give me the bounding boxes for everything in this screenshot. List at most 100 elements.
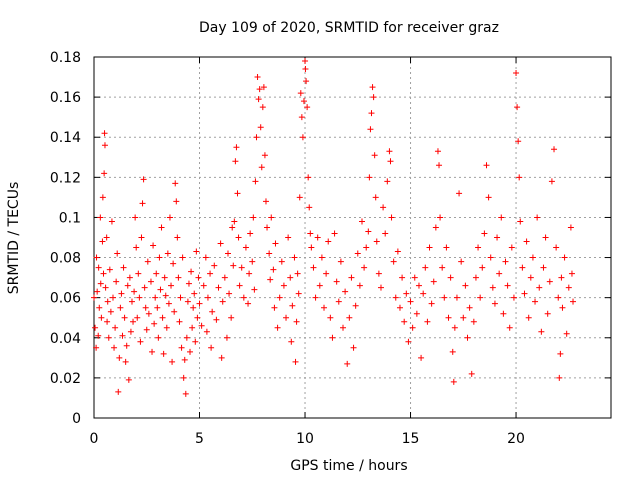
- data-point: [494, 234, 501, 241]
- data-point: [107, 308, 114, 315]
- data-point: [561, 254, 568, 261]
- data-point: [123, 342, 130, 349]
- data-point: [158, 224, 165, 231]
- data-point: [382, 230, 389, 237]
- data-point: [142, 304, 149, 311]
- data-point: [563, 330, 570, 337]
- chart-title: Day 109 of 2020, SRMTID for receiver gra…: [199, 20, 499, 36]
- data-point: [553, 244, 560, 251]
- data-point: [430, 278, 437, 285]
- data-point: [93, 254, 100, 261]
- data-point: [119, 332, 126, 339]
- data-point: [236, 282, 243, 289]
- data-point: [151, 320, 158, 327]
- data-point: [517, 218, 524, 225]
- data-point: [534, 214, 541, 221]
- data-point: [298, 114, 305, 121]
- data-point: [159, 314, 166, 321]
- data-point: [294, 270, 301, 277]
- data-point: [259, 104, 266, 111]
- data-point: [226, 290, 233, 297]
- data-point: [468, 370, 475, 377]
- data-point: [155, 334, 162, 341]
- data-point: [443, 244, 450, 251]
- data-point: [131, 288, 138, 295]
- data-point: [458, 258, 465, 265]
- data-point: [174, 234, 181, 241]
- data-point: [307, 230, 314, 237]
- data-point: [439, 264, 446, 271]
- data-point: [333, 278, 340, 285]
- data-point: [354, 250, 361, 257]
- data-point: [103, 234, 110, 241]
- x-tick-label: 10: [296, 431, 314, 447]
- data-point: [529, 254, 536, 261]
- data-point: [169, 358, 176, 365]
- data-point: [285, 234, 292, 241]
- data-point: [292, 358, 299, 365]
- data-point: [525, 314, 532, 321]
- data-point: [140, 176, 147, 183]
- data-point: [108, 218, 115, 225]
- data-point: [556, 374, 563, 381]
- data-point: [399, 274, 406, 281]
- y-tick-label: 0.18: [50, 50, 81, 66]
- data-point: [390, 258, 397, 265]
- data-point: [331, 230, 338, 237]
- data-point: [367, 126, 374, 133]
- data-point: [565, 284, 572, 291]
- data-point: [288, 338, 295, 345]
- data-point: [124, 282, 131, 289]
- data-point: [304, 104, 311, 111]
- data-point: [246, 270, 253, 277]
- data-point: [128, 298, 135, 305]
- data-point: [386, 148, 393, 155]
- data-point: [475, 244, 482, 251]
- data-point: [369, 84, 376, 91]
- data-point: [257, 124, 264, 131]
- data-point: [235, 234, 242, 241]
- data-point: [437, 214, 444, 221]
- data-point: [198, 322, 205, 329]
- data-point: [363, 244, 370, 251]
- data-point: [394, 248, 401, 255]
- y-tick-label: 0.1: [59, 210, 81, 226]
- data-point: [255, 96, 262, 103]
- data-point: [392, 294, 399, 301]
- data-point: [233, 144, 240, 151]
- data-point: [456, 190, 463, 197]
- data-point: [401, 318, 408, 325]
- data-point: [551, 146, 558, 153]
- data-point: [145, 310, 152, 317]
- data-point: [373, 238, 380, 245]
- data-point: [245, 300, 252, 307]
- data-point: [250, 214, 257, 221]
- data-point: [532, 298, 539, 305]
- data-point: [411, 274, 418, 281]
- data-point: [481, 230, 488, 237]
- data-point: [122, 358, 129, 365]
- data-point: [95, 332, 102, 339]
- data-point: [127, 328, 134, 335]
- data-point: [271, 304, 278, 311]
- data-point: [527, 274, 534, 281]
- data-point: [337, 258, 344, 265]
- data-point: [160, 350, 167, 357]
- data-point: [96, 304, 103, 311]
- y-tick-label: 0.06: [50, 291, 81, 307]
- data-point: [460, 314, 467, 321]
- data-point: [567, 224, 574, 231]
- data-point: [215, 284, 222, 291]
- data-point: [377, 284, 384, 291]
- data-point: [209, 308, 216, 315]
- data-point: [570, 298, 577, 305]
- data-point: [356, 282, 363, 289]
- data-point: [358, 218, 365, 225]
- data-point: [179, 254, 186, 261]
- data-point: [276, 294, 283, 301]
- data-point: [232, 158, 239, 165]
- data-point: [302, 66, 309, 73]
- data-point: [185, 280, 192, 287]
- data-point: [200, 282, 207, 289]
- data-point: [111, 344, 118, 351]
